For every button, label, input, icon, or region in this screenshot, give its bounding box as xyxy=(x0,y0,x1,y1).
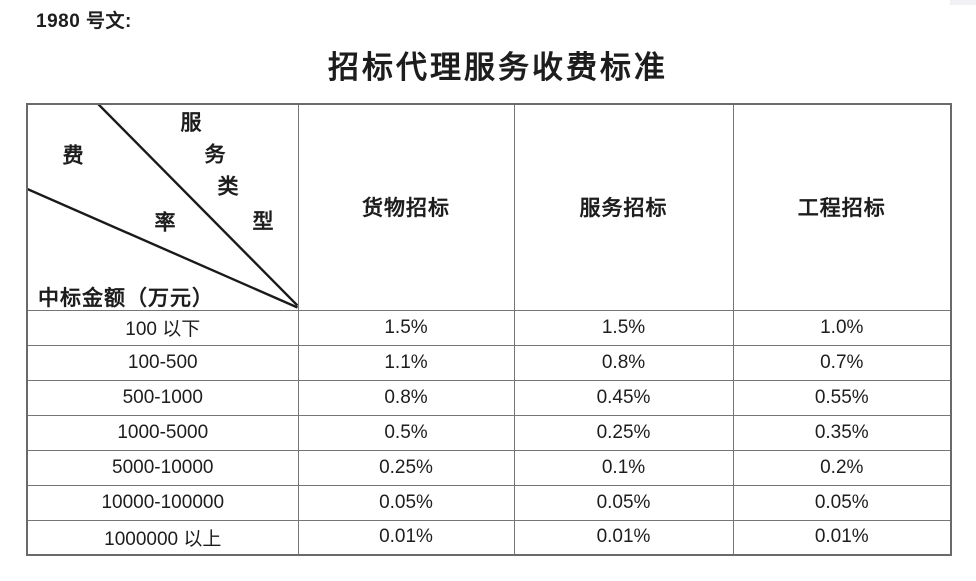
fee-table: 费 率 服 务 类 型 中标金额（万元） 货物招标 服务招标 工程招标 100 … xyxy=(26,103,952,556)
rate-cell: 1.5% xyxy=(297,309,515,346)
amount-range-cell: 1000000 以上 xyxy=(26,519,299,556)
rate-cell: 0.7% xyxy=(732,344,952,381)
page-edge-artifact xyxy=(950,0,976,5)
corner-type-char: 服 xyxy=(180,110,202,135)
rate-cell: 0.1% xyxy=(513,449,734,486)
rate-cell: 0.01% xyxy=(732,519,952,556)
rate-cell: 0.25% xyxy=(297,449,515,486)
rate-cell: 0.01% xyxy=(297,519,515,556)
corner-rate-char: 率 xyxy=(154,210,176,235)
rate-cell: 0.35% xyxy=(732,414,952,451)
rate-cell: 1.5% xyxy=(513,309,734,346)
table-row: 100-500 1.1% 0.8% 0.7% xyxy=(26,344,952,381)
amount-range-cell: 100-500 xyxy=(26,344,299,381)
table-row: 5000-10000 0.25% 0.1% 0.2% xyxy=(26,449,952,486)
rate-cell: 0.55% xyxy=(732,379,952,416)
page-title: 招标代理服务收费标准 xyxy=(328,50,668,85)
table-row: 1000-5000 0.5% 0.25% 0.35% xyxy=(26,414,952,451)
table-row: 1000000 以上 0.01% 0.01% 0.01% xyxy=(26,519,952,556)
amount-range-cell: 500-1000 xyxy=(26,379,299,416)
corner-amount-label: 中标金额（万元） xyxy=(38,286,214,310)
corner-type-char: 务 xyxy=(204,142,226,167)
rate-cell: 0.5% xyxy=(297,414,515,451)
amount-range-cell: 1000-5000 xyxy=(26,414,299,451)
rate-cell: 0.8% xyxy=(513,344,734,381)
corner-type-char: 型 xyxy=(252,209,274,234)
column-header-works: 工程招标 xyxy=(732,103,952,311)
table-row: 500-1000 0.8% 0.45% 0.55% xyxy=(26,379,952,416)
rate-cell: 0.45% xyxy=(513,379,734,416)
corner-type-char: 类 xyxy=(217,174,239,199)
table-row: 100 以下 1.5% 1.5% 1.0% xyxy=(26,309,952,346)
diagonal-header-cell: 费 率 服 务 类 型 中标金额（万元） xyxy=(26,103,299,311)
column-header-goods: 货物招标 xyxy=(297,103,515,311)
rate-cell: 1.1% xyxy=(297,344,515,381)
doc-ref-label: 1980 号文: xyxy=(36,11,132,32)
rate-cell: 0.05% xyxy=(297,484,515,521)
rate-cell: 0.2% xyxy=(732,449,952,486)
rate-cell: 1.0% xyxy=(732,309,952,346)
rate-cell: 0.8% xyxy=(297,379,515,416)
rate-cell: 0.25% xyxy=(513,414,734,451)
rate-cell: 0.01% xyxy=(513,519,734,556)
amount-range-cell: 100 以下 xyxy=(26,309,299,346)
corner-fee-char: 费 xyxy=(62,143,84,168)
diagonal-lines xyxy=(28,105,297,309)
header-row: 费 率 服 务 类 型 中标金额（万元） 货物招标 服务招标 工程招标 xyxy=(26,103,952,311)
rate-cell: 0.05% xyxy=(732,484,952,521)
table-row: 10000-100000 0.05% 0.05% 0.05% xyxy=(26,484,952,521)
column-header-services: 服务招标 xyxy=(513,103,734,311)
amount-range-cell: 5000-10000 xyxy=(26,449,299,486)
amount-range-cell: 10000-100000 xyxy=(26,484,299,521)
rate-cell: 0.05% xyxy=(513,484,734,521)
